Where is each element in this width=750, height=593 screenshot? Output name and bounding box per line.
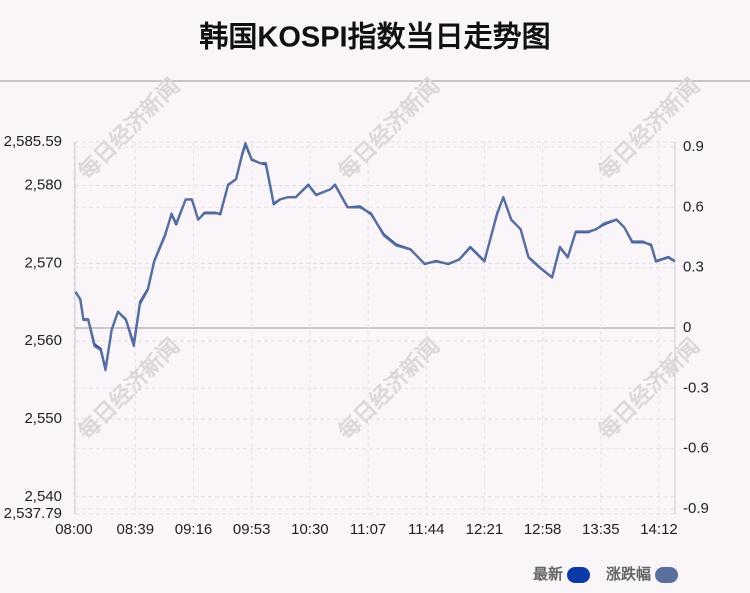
x-tick-label: 09:53	[233, 521, 271, 538]
x-tick-label: 11:44	[408, 521, 444, 538]
chart-title: 韩国KOSPI指数当日走势图	[199, 21, 550, 54]
y-tick-label: 2,537.79	[4, 505, 62, 522]
y-tick-label: 2,580	[24, 176, 62, 193]
y-tick-label: 2,550	[24, 410, 62, 427]
y-tick-label: 2,540	[24, 488, 62, 505]
y2-tick-label: 0.3	[683, 259, 704, 276]
x-tick-label: 13:35	[582, 521, 620, 538]
series-line	[74, 141, 676, 372]
y-tick-label: 2,560	[24, 332, 62, 349]
legend-swatch	[655, 567, 679, 583]
legend-label: 最新	[533, 565, 563, 583]
y-tick-label: 2,570	[24, 254, 62, 271]
y2-tick-label: 0	[683, 319, 691, 336]
x-tick-label: 14:12	[640, 521, 678, 538]
x-tick-label: 08:39	[117, 521, 155, 538]
y-tick-label: 2,585.59	[4, 133, 62, 150]
x-tick-label: 12:58	[524, 521, 562, 538]
x-tick-label: 12:21	[466, 521, 504, 538]
y2-tick-label: -0.9	[683, 500, 709, 517]
y2-tick-label: 0.9	[683, 138, 704, 155]
y2-tick-label: -0.3	[683, 379, 709, 396]
y2-tick-label: -0.6	[683, 440, 709, 457]
y2-tick-label: 0.6	[683, 198, 704, 215]
x-tick-label: 10:30	[291, 521, 329, 538]
x-tick-label: 11:07	[350, 521, 386, 538]
x-tick-label: 09:16	[175, 521, 213, 538]
legend-swatch	[567, 567, 591, 583]
legend-label: 涨跌幅	[606, 565, 651, 583]
x-tick-label: 08:00	[55, 521, 93, 538]
